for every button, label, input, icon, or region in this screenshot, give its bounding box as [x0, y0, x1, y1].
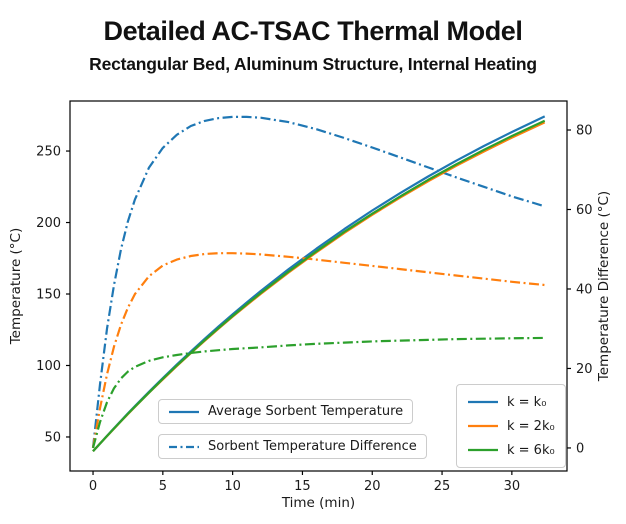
x-tick-label: 25	[434, 479, 451, 494]
solid-line-sample	[169, 410, 199, 413]
y-right-axis-label: Temperature Difference (°C)	[596, 191, 612, 382]
k6-line-sample	[468, 448, 498, 452]
legend-label-k6: k = 6k₀	[507, 442, 555, 458]
x-tick-label: 5	[159, 479, 167, 494]
curve-diff-temp-k2	[91, 252, 545, 449]
y-right-tick-label: 0	[576, 441, 584, 456]
legend-average-temperature: Average Sorbent Temperature	[158, 399, 414, 424]
x-tick-label: 0	[89, 479, 97, 494]
x-tick-label: 15	[294, 479, 311, 494]
legend-label-average: Average Sorbent Temperature	[208, 404, 404, 419]
axes-frame	[69, 100, 568, 472]
y-left-tick-label: 50	[44, 430, 61, 445]
chart-title: Detailed AC-TSAC Thermal Model	[103, 16, 523, 46]
y-left-tick-label: 100	[36, 359, 61, 374]
y-left-tick-label: 200	[36, 216, 61, 231]
legend-k-values: k = k₀ k = 2k₀ k = 6k₀	[456, 384, 566, 468]
x-tick-label: 30	[504, 479, 521, 494]
dashdot-line-sample	[169, 445, 199, 448]
x-tick-label: 10	[224, 479, 241, 494]
y-left-tick-label: 150	[36, 288, 61, 303]
y-right-tick-label: 80	[576, 124, 593, 139]
legend-label-k2: k = 2k₀	[507, 418, 555, 434]
legend-temperature-difference: Sorbent Temperature Difference	[158, 434, 427, 459]
legend-label-k1: k = k₀	[507, 394, 547, 410]
x-tick-label: 20	[364, 479, 381, 494]
curve-avg-temp-k6	[92, 119, 546, 453]
curve-diff-temp-k1	[91, 115, 546, 449]
y-left-axis-label: Temperature (°C)	[8, 228, 24, 346]
legend-row-k1: k = k₀	[467, 390, 555, 414]
legend-row-k2: k = 2k₀	[467, 414, 555, 438]
legend-label-difference: Sorbent Temperature Difference	[208, 439, 417, 454]
chart-subtitle: Rectangular Bed, Aluminum Structure, Int…	[89, 54, 537, 74]
y-right-tick-label: 20	[576, 362, 593, 377]
legend-row-k6: k = 6k₀	[467, 438, 555, 462]
y-right-tick-label: 40	[576, 282, 593, 297]
k2-line-sample	[468, 424, 498, 428]
y-right-tick-label: 60	[576, 203, 593, 218]
curve-diff-temp-k6	[91, 336, 545, 449]
k1-line-sample	[468, 400, 498, 404]
y-left-tick-label: 250	[36, 145, 61, 160]
x-axis-label: Time (min)	[281, 495, 355, 511]
